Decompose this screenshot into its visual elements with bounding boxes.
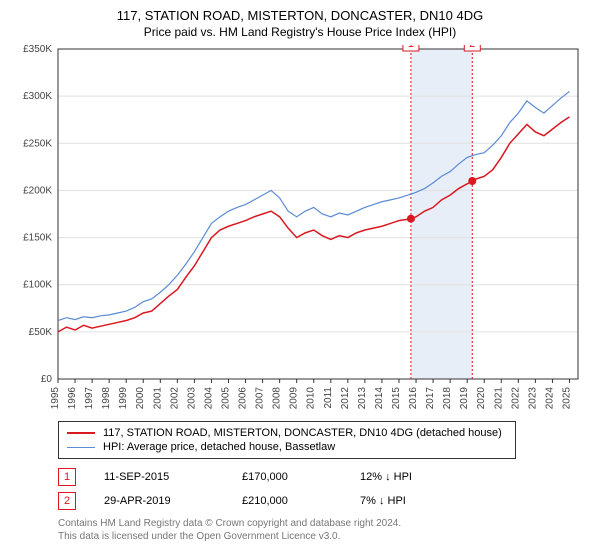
legend-label: HPI: Average price, detached house, Bass…: [103, 441, 335, 453]
footer-attribution: Contains HM Land Registry data © Crown c…: [58, 517, 586, 543]
svg-text:2: 2: [469, 45, 475, 50]
marker-price: £170,000: [242, 471, 332, 483]
legend-label: 117, STATION ROAD, MISTERTON, DONCASTER,…: [103, 427, 502, 439]
chart-subtitle: Price paid vs. HM Land Registry's House …: [14, 25, 586, 39]
svg-text:1998: 1998: [101, 387, 112, 410]
legend-row: 117, STATION ROAD, MISTERTON, DONCASTER,…: [67, 426, 507, 440]
svg-text:1995: 1995: [50, 387, 61, 410]
svg-text:2011: 2011: [323, 387, 334, 409]
marker-table-row: 1 11-SEP-2015 £170,000 12% ↓ HPI: [58, 465, 586, 489]
svg-text:£100K: £100K: [23, 280, 52, 291]
line-chart-svg: £0 £50K £100K £150K £200K £250K £300K £350K 1995…: [14, 45, 586, 415]
marker-price: £210,000: [242, 495, 332, 507]
legend: 117, STATION ROAD, MISTERTON, DONCASTER,…: [58, 421, 516, 459]
svg-text:2003: 2003: [186, 387, 197, 410]
svg-text:2013: 2013: [357, 387, 368, 410]
svg-text:2000: 2000: [135, 387, 146, 410]
marker-date: 11-SEP-2015: [104, 471, 214, 483]
svg-text:2004: 2004: [203, 387, 214, 410]
svg-text:1997: 1997: [84, 387, 95, 410]
legend-row: HPI: Average price, detached house, Bass…: [67, 440, 507, 454]
svg-text:2012: 2012: [340, 387, 351, 410]
svg-text:2009: 2009: [289, 387, 300, 410]
svg-text:£50K: £50K: [29, 327, 53, 338]
svg-text:1996: 1996: [67, 387, 78, 410]
svg-text:2010: 2010: [306, 387, 317, 410]
svg-text:2002: 2002: [169, 387, 180, 410]
svg-text:£300K: £300K: [23, 91, 52, 102]
svg-text:2024: 2024: [544, 387, 555, 410]
svg-text:2016: 2016: [408, 387, 419, 410]
marker-table-row: 2 29-APR-2019 £210,000 7% ↓ HPI: [58, 489, 586, 513]
svg-text:2020: 2020: [476, 387, 487, 410]
svg-text:2025: 2025: [561, 387, 572, 410]
marker-table: 1 11-SEP-2015 £170,000 12% ↓ HPI 2 29-APR-201…: [58, 465, 586, 513]
svg-text:2021: 2021: [493, 387, 504, 410]
legend-swatch: [67, 447, 95, 448]
marker-hpi: 12% ↓ HPI: [360, 471, 450, 483]
svg-text:2007: 2007: [255, 387, 266, 410]
svg-text:£150K: £150K: [23, 233, 52, 244]
svg-text:2019: 2019: [459, 387, 470, 410]
svg-text:2006: 2006: [238, 387, 249, 410]
chart-title: 117, STATION ROAD, MISTERTON, DONCASTER,…: [14, 8, 586, 23]
svg-text:2015: 2015: [391, 387, 402, 410]
chart-area: £0 £50K £100K £150K £200K £250K £300K £350K 1995…: [14, 45, 586, 415]
svg-text:2022: 2022: [510, 387, 521, 410]
svg-text:2017: 2017: [425, 387, 436, 410]
marker-date: 29-APR-2019: [104, 495, 214, 507]
svg-text:1: 1: [408, 45, 414, 50]
marker-id-box: 1: [58, 468, 76, 486]
svg-text:2018: 2018: [442, 387, 453, 410]
svg-text:2001: 2001: [152, 387, 163, 410]
svg-text:2023: 2023: [527, 387, 538, 410]
svg-text:2005: 2005: [220, 387, 231, 410]
svg-text:£350K: £350K: [23, 45, 52, 55]
svg-text:2008: 2008: [272, 387, 283, 410]
svg-text:£250K: £250K: [23, 138, 52, 149]
svg-text:£200K: £200K: [23, 185, 52, 196]
svg-text:2014: 2014: [374, 387, 385, 410]
svg-text:1999: 1999: [118, 387, 129, 410]
legend-swatch: [67, 432, 95, 434]
footer-line-2: This data is licensed under the Open Gov…: [58, 530, 586, 543]
svg-text:£0: £0: [41, 374, 53, 385]
marker-id-box: 2: [58, 492, 76, 510]
marker-hpi: 7% ↓ HPI: [360, 495, 450, 507]
footer-line-1: Contains HM Land Registry data © Crown c…: [58, 517, 586, 530]
